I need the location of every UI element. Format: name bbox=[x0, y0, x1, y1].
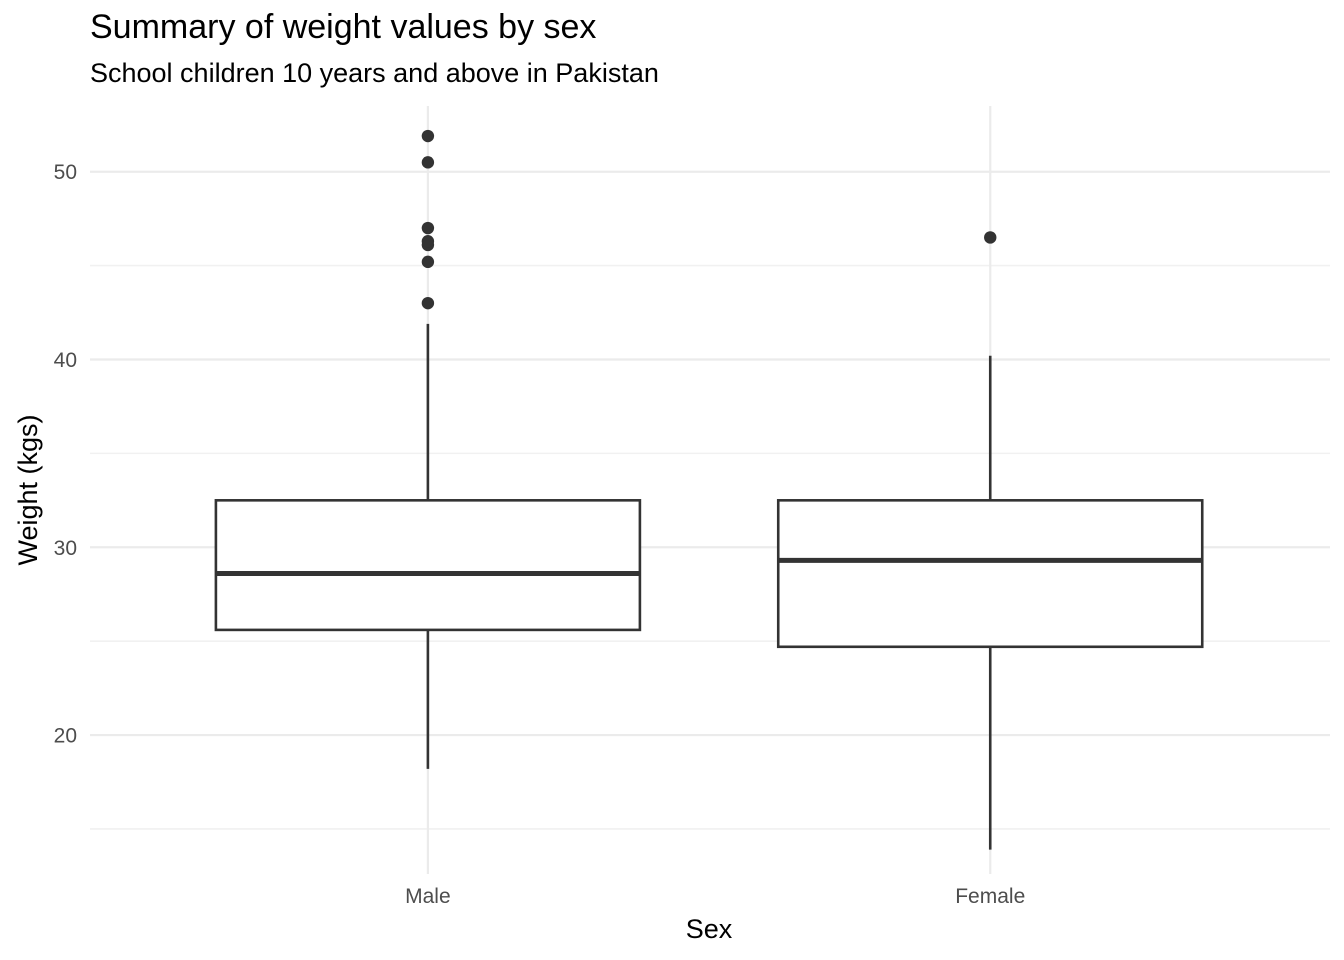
y-axis-title: Weight (kgs) bbox=[13, 414, 43, 565]
outlier-point bbox=[984, 231, 997, 244]
box-male bbox=[214, 129, 642, 769]
x-axis-title: Sex bbox=[686, 914, 733, 944]
outlier-point bbox=[421, 129, 435, 143]
iqr-box bbox=[776, 499, 1204, 649]
grid-layer bbox=[90, 106, 1330, 874]
box-female bbox=[776, 231, 1204, 850]
outlier-point bbox=[421, 156, 435, 169]
iqr-box bbox=[214, 499, 642, 632]
y-tick-label: 50 bbox=[54, 161, 77, 184]
y-tick-label: 20 bbox=[54, 725, 77, 748]
chart-subtitle: School children 10 years and above in Pa… bbox=[90, 58, 659, 88]
x-tick-label: Female bbox=[955, 885, 1025, 908]
outlier-point bbox=[421, 296, 435, 310]
axis-layer: 20 30 40 50 Male Female bbox=[54, 161, 1026, 908]
x-tick-label: Male bbox=[405, 885, 451, 908]
y-tick-label: 30 bbox=[54, 537, 77, 560]
chart-title: Summary of weight values by sex bbox=[90, 8, 597, 46]
outlier-point bbox=[421, 255, 435, 269]
outlier-point bbox=[421, 234, 435, 248]
outlier-point bbox=[421, 221, 435, 235]
y-tick-label: 40 bbox=[54, 349, 77, 372]
box-layer bbox=[214, 129, 1204, 850]
